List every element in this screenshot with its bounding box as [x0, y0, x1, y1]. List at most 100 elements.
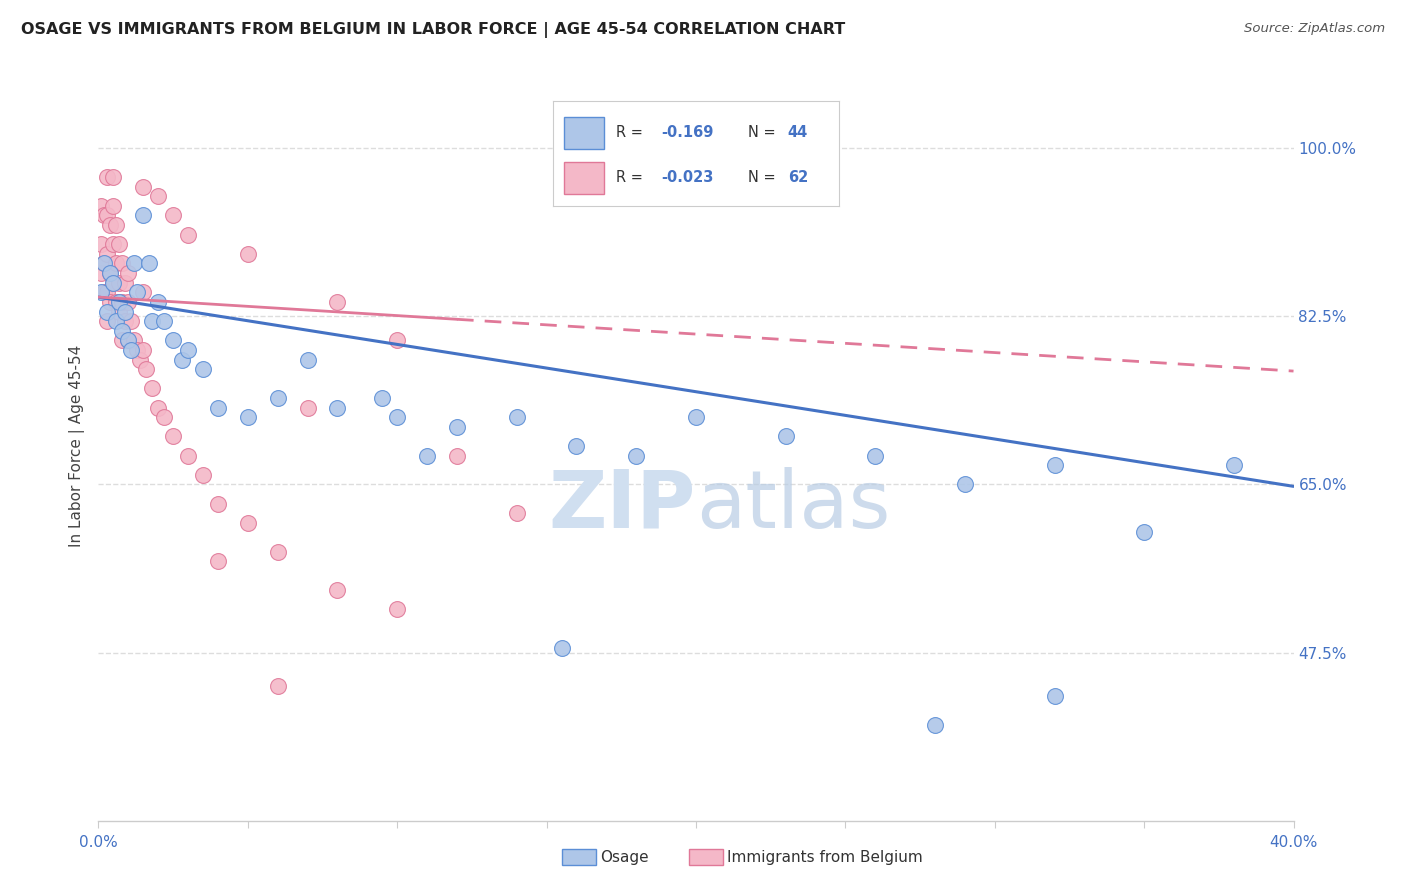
Point [120, 343, 142, 357]
Point [236, 247, 259, 261]
Point [685, 410, 707, 425]
Point [207, 497, 229, 511]
Point [267, 391, 290, 405]
Point [177, 227, 200, 242]
Point [297, 401, 319, 415]
Text: OSAGE VS IMMIGRANTS FROM BELGIUM IN LABOR FORCE | AGE 45-54 CORRELATION CHART: OSAGE VS IMMIGRANTS FROM BELGIUM IN LABO… [21, 22, 845, 38]
Y-axis label: In Labor Force | Age 45-54: In Labor Force | Age 45-54 [69, 345, 84, 547]
Point [90, 266, 112, 280]
Point [207, 401, 229, 415]
Text: Osage: Osage [600, 850, 650, 864]
Point [191, 467, 214, 482]
Point [96, 209, 118, 223]
Point [96, 285, 118, 300]
Point [103, 199, 125, 213]
Point [127, 285, 149, 300]
Point [132, 209, 155, 223]
Point [141, 314, 163, 328]
Point [297, 352, 319, 367]
Point [626, 449, 648, 463]
Point [96, 247, 118, 261]
Point [108, 237, 131, 252]
Point [138, 256, 160, 270]
Point [98, 294, 122, 309]
Point [90, 285, 112, 300]
Point [93, 256, 115, 270]
Text: Immigrants from Belgium: Immigrants from Belgium [727, 850, 922, 864]
Point [98, 266, 122, 280]
Point [135, 362, 157, 376]
Point [416, 449, 439, 463]
Point [371, 391, 394, 405]
Point [207, 554, 229, 568]
Point [117, 334, 139, 348]
Point [103, 276, 125, 290]
Point [98, 218, 122, 232]
Point [108, 276, 131, 290]
Point [162, 334, 184, 348]
Point [148, 294, 170, 309]
Point [191, 362, 214, 376]
Point [153, 314, 176, 328]
Point [953, 477, 976, 491]
Point [103, 276, 125, 290]
Point [105, 294, 128, 309]
Point [267, 544, 290, 558]
Point [865, 449, 887, 463]
Point [385, 602, 409, 616]
Point [775, 429, 797, 443]
Point [385, 334, 409, 348]
Point [129, 352, 152, 367]
Point [111, 256, 134, 270]
Point [103, 169, 125, 184]
Point [1043, 689, 1066, 703]
Point [120, 314, 142, 328]
Point [111, 334, 134, 348]
Point [103, 237, 125, 252]
Point [177, 343, 200, 357]
Point [177, 449, 200, 463]
Point [446, 449, 468, 463]
Point [117, 294, 139, 309]
Point [105, 314, 128, 328]
Point [105, 218, 128, 232]
Point [98, 266, 122, 280]
Point [162, 429, 184, 443]
Point [267, 679, 290, 693]
Point [446, 419, 468, 434]
Point [385, 410, 409, 425]
Point [550, 640, 572, 655]
Point [124, 334, 146, 348]
Point [90, 199, 112, 213]
Point [124, 256, 146, 270]
Point [114, 304, 136, 318]
Point [153, 410, 176, 425]
Point [93, 285, 115, 300]
Point [148, 189, 170, 203]
Point [148, 401, 170, 415]
Point [114, 276, 136, 290]
Point [132, 343, 155, 357]
Point [326, 401, 349, 415]
Point [172, 352, 194, 367]
Point [105, 256, 128, 270]
Text: Source: ZipAtlas.com: Source: ZipAtlas.com [1244, 22, 1385, 36]
Point [565, 439, 588, 453]
Point [127, 343, 149, 357]
Point [1133, 525, 1156, 540]
Point [162, 209, 184, 223]
Point [96, 314, 118, 328]
Point [326, 294, 349, 309]
Point [1043, 458, 1066, 473]
Point [1223, 458, 1246, 473]
Point [117, 266, 139, 280]
Point [236, 516, 259, 530]
Point [506, 410, 529, 425]
Point [96, 169, 118, 184]
Point [236, 410, 259, 425]
Point [93, 256, 115, 270]
Point [114, 314, 136, 328]
Point [326, 583, 349, 598]
Point [111, 324, 134, 338]
Point [96, 304, 118, 318]
